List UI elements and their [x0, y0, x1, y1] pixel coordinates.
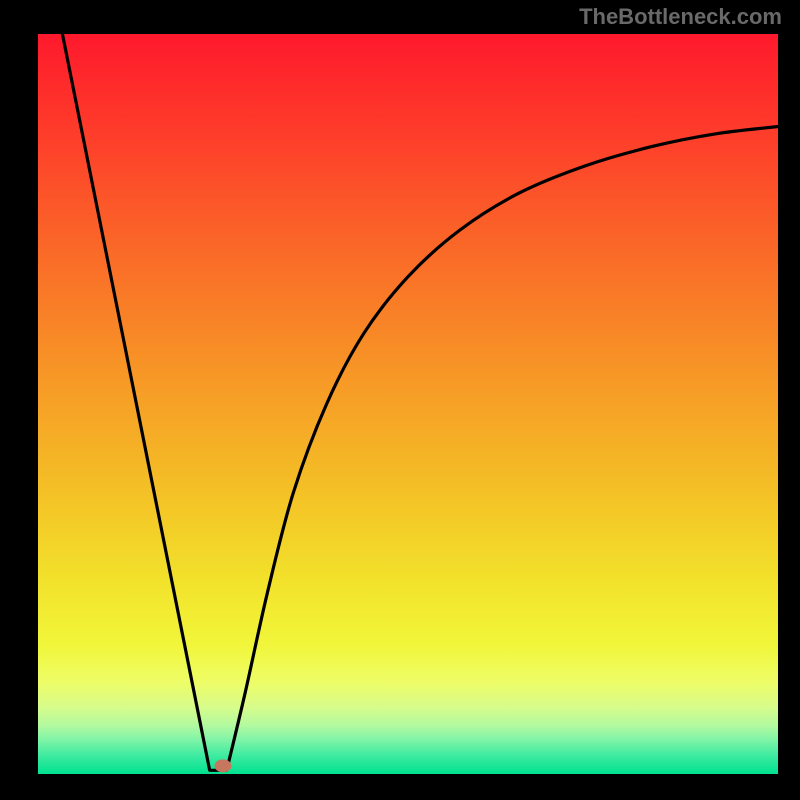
chart-svg	[0, 0, 800, 800]
chart-container: TheBottleneck.com	[0, 0, 800, 800]
watermark-label: TheBottleneck.com	[579, 4, 782, 30]
plot-background	[38, 34, 778, 774]
optimal-point-marker	[215, 760, 231, 772]
